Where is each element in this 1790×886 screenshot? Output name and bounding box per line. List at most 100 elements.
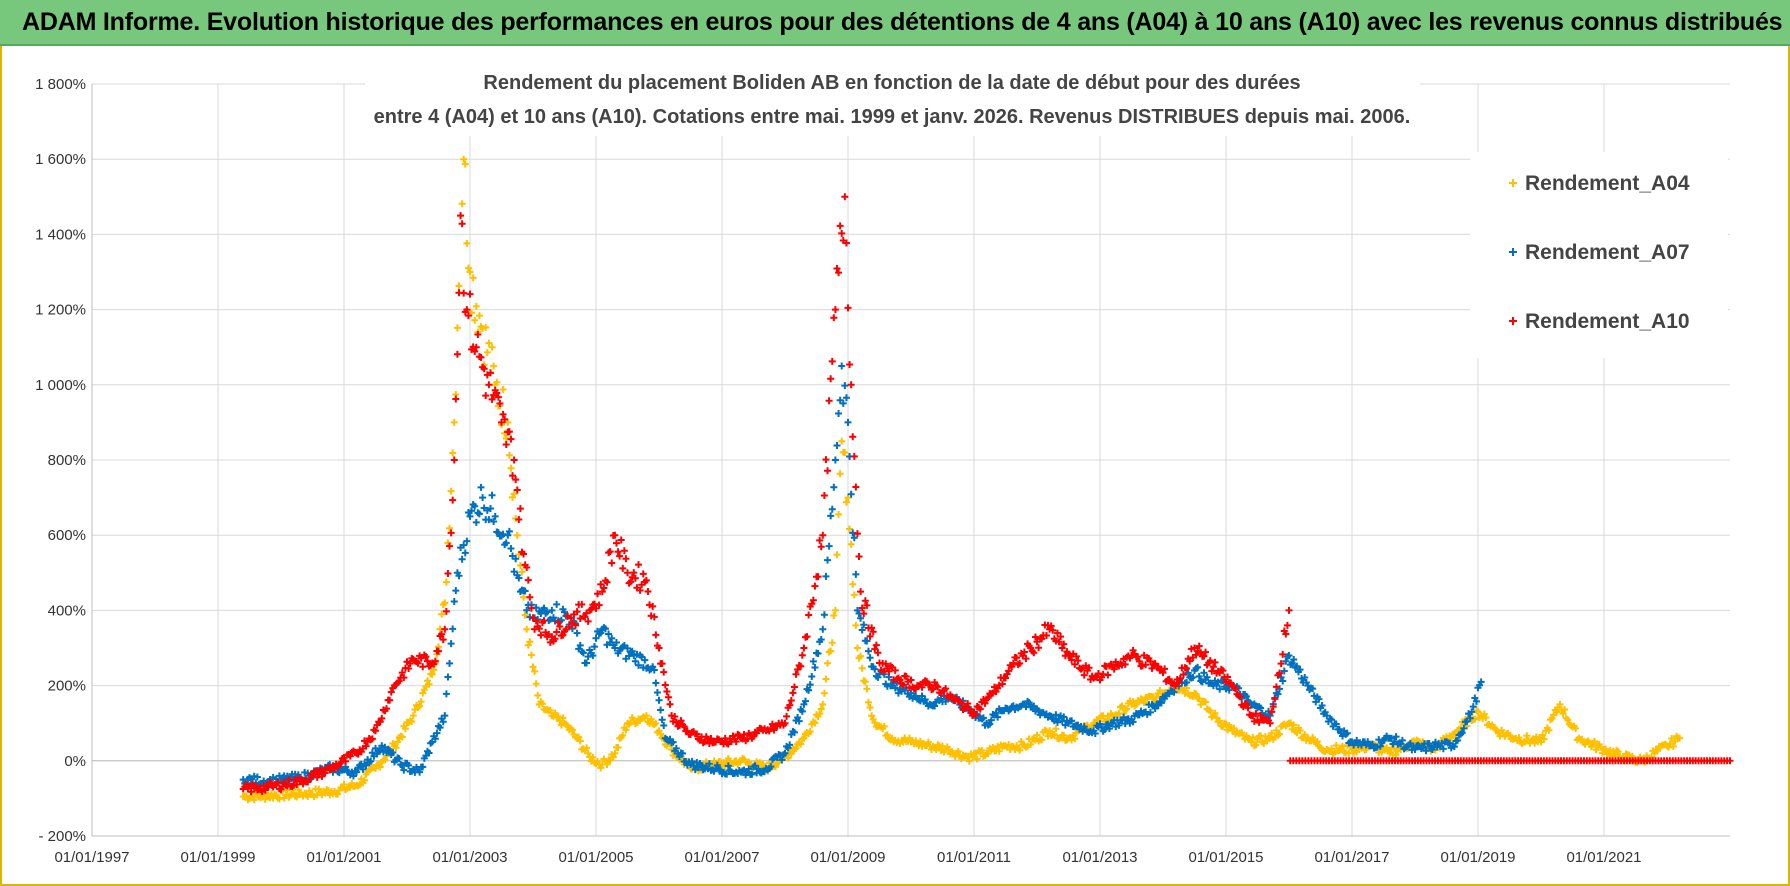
data-point (972, 711, 980, 719)
data-point (994, 713, 1002, 721)
data-point (1296, 726, 1304, 734)
data-point (346, 752, 354, 760)
data-point (1252, 710, 1260, 718)
data-point (787, 750, 795, 758)
data-point (370, 726, 378, 734)
data-point (987, 690, 995, 698)
data-point (625, 652, 633, 660)
data-point (394, 738, 402, 746)
data-point (830, 612, 838, 620)
x-tick-label: 01/01/2003 (432, 849, 507, 866)
data-point (510, 568, 518, 576)
data-point (1282, 657, 1290, 665)
data-point (349, 772, 357, 780)
data-point (526, 638, 534, 646)
data-point (872, 641, 880, 649)
legend-item: Rendement_A07 (1509, 241, 1690, 264)
data-point (1060, 640, 1068, 648)
data-point (1115, 721, 1123, 729)
legend-marker (1509, 248, 1517, 256)
data-point (792, 670, 800, 678)
data-point (1085, 664, 1093, 672)
data-point (868, 712, 876, 720)
data-point (1318, 702, 1326, 710)
data-point (1277, 660, 1285, 668)
data-point (600, 584, 608, 592)
data-point (1723, 757, 1731, 765)
data-point (512, 555, 520, 563)
data-point (527, 604, 535, 612)
data-point (538, 700, 546, 708)
data-point (417, 698, 425, 706)
data-point (992, 709, 1000, 717)
data-point (469, 274, 477, 282)
data-point (1458, 729, 1466, 737)
data-point (439, 718, 447, 726)
data-point (392, 744, 400, 752)
data-point (315, 785, 323, 793)
data-point (1192, 690, 1200, 698)
data-point (847, 490, 855, 498)
data-point (439, 636, 447, 644)
data-point (502, 441, 510, 449)
data-point (564, 612, 572, 620)
data-point (660, 668, 668, 676)
data-point (1203, 673, 1211, 681)
data-point (896, 676, 904, 684)
data-point (532, 617, 540, 625)
data-point (423, 657, 431, 665)
data-point (849, 580, 857, 588)
data-point (964, 700, 972, 708)
data-point (616, 552, 624, 560)
x-axis-ticks: 01/01/1997 01/01/1999 01/01/2001 01/01/2003… (54, 849, 1641, 866)
data-point (857, 614, 865, 622)
data-point (486, 505, 494, 513)
data-point (833, 551, 841, 559)
data-point (1231, 685, 1239, 693)
data-point (827, 647, 835, 655)
data-point (405, 665, 413, 673)
legend-label: Rendement_A07 (1525, 241, 1690, 264)
data-point (441, 625, 449, 633)
data-point (1002, 674, 1009, 682)
data-point (835, 269, 843, 277)
data-point (866, 654, 874, 662)
data-point (680, 723, 688, 731)
data-point (1150, 693, 1158, 701)
data-point (449, 496, 457, 504)
data-point (285, 775, 293, 783)
data-point (561, 608, 568, 616)
data-point (830, 314, 838, 322)
x-tick-label: 01/01/2011 (937, 849, 1011, 866)
data-point (866, 632, 874, 640)
data-point (472, 302, 480, 310)
data-point (1280, 667, 1288, 675)
data-point (811, 719, 819, 727)
data-point (1230, 724, 1238, 732)
data-point (1309, 733, 1317, 741)
x-tick-label: 01/01/2005 (558, 849, 633, 866)
data-point (1165, 675, 1173, 683)
data-point (449, 449, 457, 457)
data-point (1183, 678, 1191, 686)
data-point (1466, 714, 1474, 722)
y-tick-label: 0% (64, 753, 86, 770)
data-point (383, 705, 391, 713)
data-point (490, 362, 498, 370)
data-point (446, 524, 454, 532)
data-point (1290, 721, 1298, 729)
data-point (1042, 632, 1050, 640)
data-point (261, 795, 269, 803)
data-point (475, 510, 483, 518)
data-point (1123, 705, 1131, 713)
data-point (1057, 633, 1065, 641)
data-point (617, 536, 625, 544)
data-point (1328, 716, 1336, 724)
data-point (389, 740, 397, 748)
data-point (1283, 653, 1291, 661)
data-point (1146, 708, 1154, 716)
data-point (864, 647, 872, 655)
data-point (1227, 679, 1235, 687)
data-point (483, 348, 491, 356)
data-point (1332, 742, 1340, 750)
